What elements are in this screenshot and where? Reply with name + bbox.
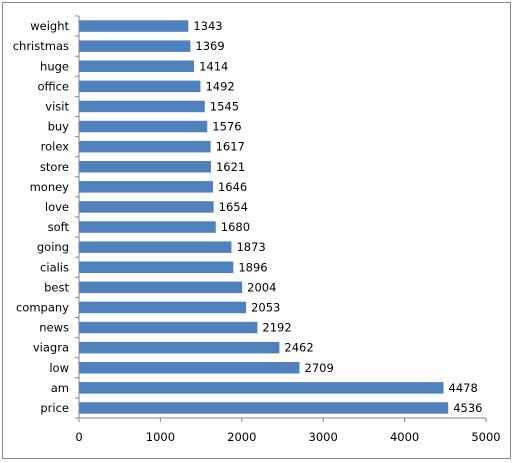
bar-price <box>79 402 449 414</box>
bar-buy <box>79 120 208 133</box>
bar-office <box>79 80 201 93</box>
category-label-am: am <box>51 381 69 395</box>
data-label-viagra: 2462 <box>284 341 313 355</box>
category-label-love: love <box>45 200 69 214</box>
data-label-huge: 1414 <box>199 59 228 73</box>
bar-going <box>79 241 232 253</box>
category-label-huge: huge <box>40 59 69 73</box>
category-label-visit: visit <box>45 99 69 113</box>
category-label-rolex: rolex <box>41 140 70 154</box>
bar-am <box>79 382 444 394</box>
category-label-office: office <box>37 79 69 93</box>
category-label-buy: buy <box>48 120 70 134</box>
x-tick-label-4000: 4000 <box>390 430 419 444</box>
bar-low <box>79 362 300 374</box>
bar-company <box>79 301 247 314</box>
data-label-low: 2709 <box>305 361 334 375</box>
bar-viagra <box>79 341 280 354</box>
bars-layer <box>79 20 449 414</box>
labels-layer: weight 1343 christmas 1369 huge 1414 office 149… <box>13 19 483 415</box>
data-label-money: 1646 <box>218 180 247 194</box>
bar-store <box>79 161 211 173</box>
category-label-money: money <box>30 180 70 194</box>
data-label-christmas: 1369 <box>195 39 224 53</box>
category-label-news: news <box>39 321 69 335</box>
data-label-price: 4536 <box>453 401 482 415</box>
category-label-viagra: viagra <box>33 341 69 355</box>
category-label-low: low <box>49 361 69 375</box>
bar-rolex <box>79 140 211 153</box>
data-label-store: 1621 <box>216 160 245 174</box>
axis-layer: 0 1000 2000 3000 4000 5000 <box>75 15 501 444</box>
bar-money <box>79 181 213 193</box>
bar-love <box>79 201 214 213</box>
bar-news <box>79 321 258 334</box>
category-label-best: best <box>44 280 69 294</box>
category-label-cialis: cialis <box>40 260 69 274</box>
x-tick-label-5000: 5000 <box>471 430 500 444</box>
data-label-office: 1492 <box>205 79 234 93</box>
data-label-am: 4478 <box>449 381 478 395</box>
x-tick-label-2000: 2000 <box>227 430 256 444</box>
data-label-visit: 1545 <box>210 99 239 113</box>
bar-cialis <box>79 261 234 273</box>
bar-christmas <box>79 40 191 52</box>
data-label-best: 2004 <box>247 280 276 294</box>
data-label-love: 1654 <box>219 200 248 214</box>
data-label-cialis: 1896 <box>238 260 267 274</box>
data-label-weight: 1343 <box>193 19 222 33</box>
data-label-company: 2053 <box>251 300 280 314</box>
data-label-soft: 1680 <box>221 220 250 234</box>
bar-soft <box>79 221 216 233</box>
category-label-price: price <box>40 401 69 415</box>
bar-huge <box>79 60 195 72</box>
category-label-weight: weight <box>30 19 69 33</box>
category-label-going: going <box>37 240 69 254</box>
x-tick-label-1000: 1000 <box>146 430 175 444</box>
data-label-rolex: 1617 <box>216 140 245 154</box>
category-label-soft: soft <box>48 220 70 234</box>
data-label-news: 2192 <box>262 321 291 335</box>
data-label-buy: 1576 <box>212 120 241 134</box>
x-tick-label-3000: 3000 <box>309 430 338 444</box>
bar-weight <box>79 20 189 32</box>
category-label-christmas: christmas <box>13 39 69 53</box>
bar-best <box>79 281 243 294</box>
data-label-going: 1873 <box>236 240 265 254</box>
x-tick-label-0: 0 <box>75 430 82 444</box>
category-label-store: store <box>40 160 69 174</box>
bar-visit <box>79 100 205 113</box>
category-label-company: company <box>16 300 69 314</box>
